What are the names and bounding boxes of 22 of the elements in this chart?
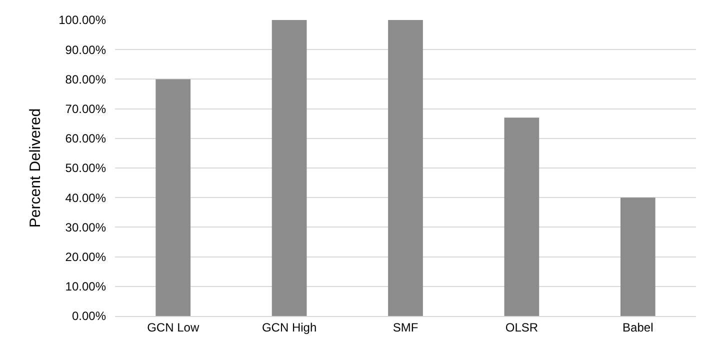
x-tick-label: SMF [392, 320, 418, 334]
bar [272, 20, 307, 316]
bar [504, 118, 540, 316]
y-tick-label: 40.00% [65, 190, 106, 205]
x-tick-label: GCN Low [147, 320, 200, 334]
y-tick-label: 0.00% [72, 309, 106, 324]
y-axis-title: Percent Delivered [26, 108, 44, 228]
y-tick-label: 30.00% [65, 220, 106, 234]
y-tick-label: 20.00% [65, 250, 106, 264]
bar [620, 198, 656, 316]
y-tick-label: 80.00% [65, 72, 106, 86]
bar [388, 20, 423, 316]
x-tick-label: GCN High [262, 320, 317, 334]
y-tick-label: 60.00% [65, 132, 106, 146]
y-tick-label: 10.00% [65, 280, 106, 294]
y-tick-label: 100.00% [58, 13, 106, 28]
x-tick-label: OLSR [505, 320, 538, 334]
y-tick-label: 50.00% [65, 161, 106, 176]
y-tick-label: 90.00% [65, 42, 106, 57]
x-tick-label: Babel [622, 320, 654, 334]
bar [156, 79, 191, 316]
y-tick-label: 70.00% [65, 102, 106, 116]
